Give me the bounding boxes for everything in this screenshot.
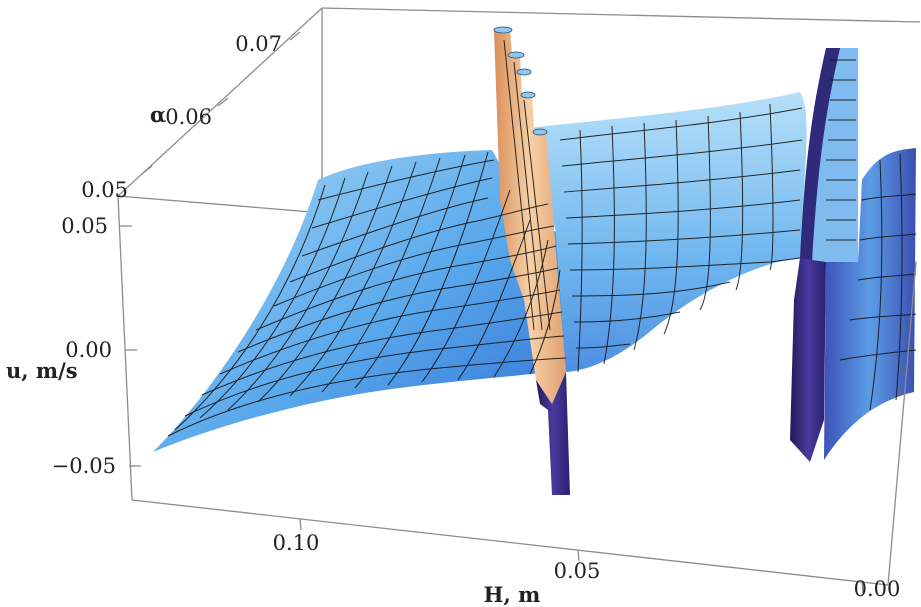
surface-left-sheet xyxy=(153,150,566,452)
x-tick-label: 0.10 xyxy=(273,531,320,555)
y-tick-label: 0.07 xyxy=(235,32,282,56)
surface-right-sheet xyxy=(824,148,916,460)
plot-box-front xyxy=(117,195,917,586)
y-axis-label: α xyxy=(150,102,166,127)
z-tick-label: 0.05 xyxy=(61,214,108,238)
surface-spike-caps xyxy=(493,26,548,136)
x-axis: 0.10 0.05 0.00 H, m xyxy=(273,518,901,607)
x-axis-label: H, m xyxy=(484,582,541,607)
y-tick-label: 0.06 xyxy=(165,105,212,129)
z-axis: 0.05 0.00 −0.05 u, m/s xyxy=(6,214,141,478)
x-tick-label: 0.00 xyxy=(854,577,901,601)
z-tick-label: −0.05 xyxy=(52,454,116,478)
x-tick-label: 0.05 xyxy=(554,559,601,583)
y-tick-label: 0.05 xyxy=(81,178,128,202)
surface-right-band-edge xyxy=(800,48,840,262)
y-axis: 0.05 0.06 0.07 α xyxy=(81,31,301,202)
surface-drop-center xyxy=(536,372,570,495)
surface-mesh xyxy=(167,39,917,437)
surface-middle-sheet xyxy=(528,92,807,372)
z-axis-label: u, m/s xyxy=(6,358,78,383)
z-tick-label: 0.00 xyxy=(65,338,112,362)
surface-right-wall xyxy=(790,258,826,462)
